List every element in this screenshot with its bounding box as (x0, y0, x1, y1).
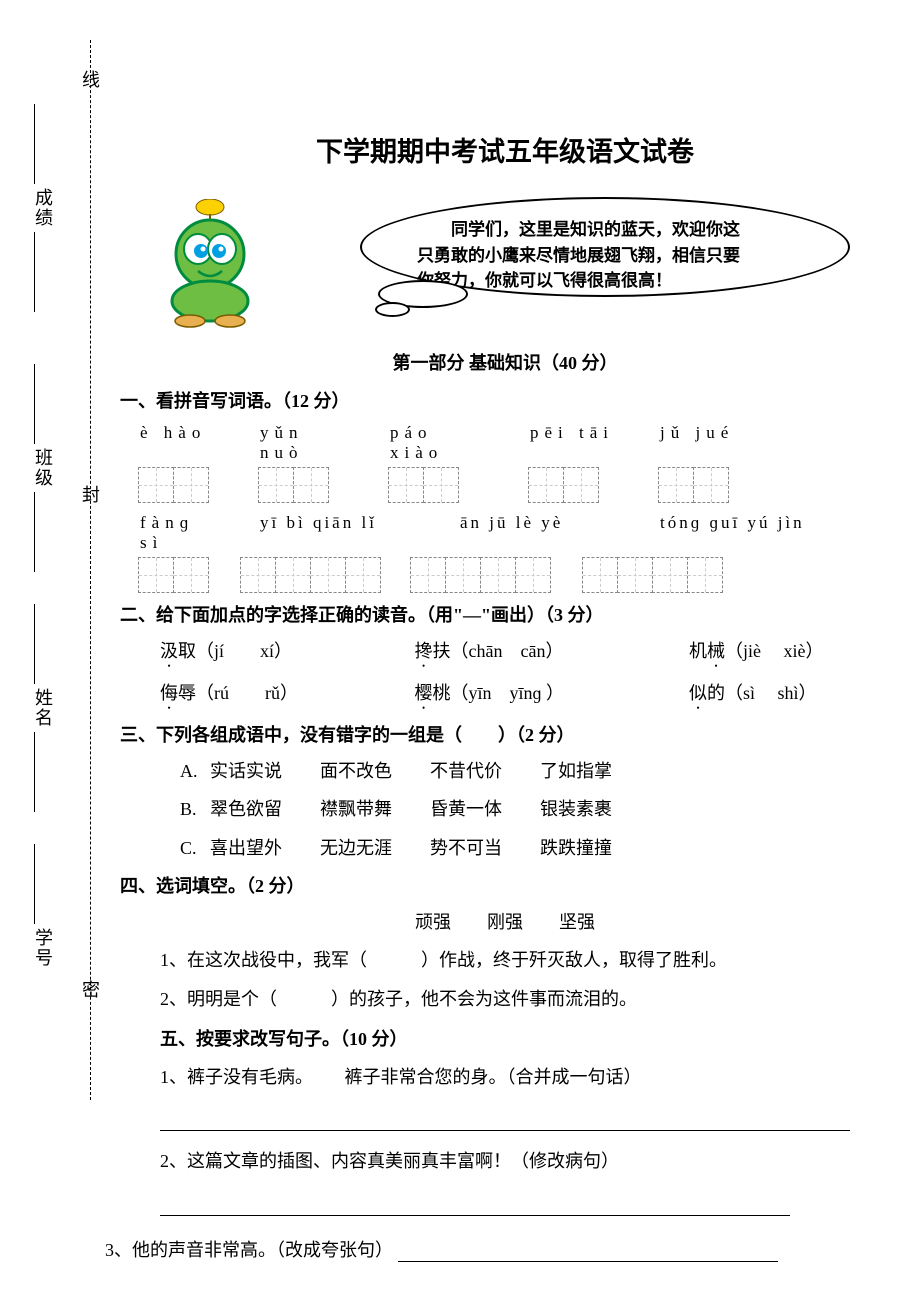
binding-column: 线 封 密 成绩 班级 姓名 学号 (20, 40, 90, 1100)
bubble-line1: 同学们，这里是知识的蓝天，欢迎你这 (417, 217, 808, 243)
pinyin-1-1: è hào (140, 423, 220, 463)
q4-words: 顽强 刚强 坚强 (120, 908, 890, 934)
q2-row1: 汲取（jí xí） 搀扶（chān cān） 机械（jiè xiè） (160, 635, 890, 671)
q3-c-3: 势不可当 (430, 832, 540, 864)
q1-box-row2 (138, 557, 890, 593)
boxes-2-4[interactable] (582, 557, 722, 593)
q5-heading: 五、按要求改写句子。（10 分） (160, 1025, 890, 1051)
q1-pinyin-row1: è hào yǔn nuò páo xiào pēi tāi jǔ jué (140, 423, 890, 463)
q5-s2-answer[interactable] (160, 1186, 790, 1216)
q5-s1-answer[interactable] (160, 1101, 850, 1131)
q4-s2: 2、明明是个（ ）的孩子，他不会为这件事而流泪的。 (160, 983, 890, 1015)
bubble-line3: 你努力，你就可以飞得很高很高！ (417, 268, 808, 294)
q6-text: 3、他的声音非常高。（改成夸张句） (105, 1240, 393, 1260)
boxes-2-1[interactable] (138, 557, 208, 593)
q3-a-1: 实话实说 (210, 755, 320, 787)
binding-dash-line (90, 40, 91, 1100)
q3-a-2: 面不改色 (320, 755, 430, 787)
q3-heading: 三、下列各组成语中，没有错字的一组是（ ）（2 分） (120, 721, 890, 747)
label-number: 学号 (33, 928, 53, 968)
bubble-line2: 只勇敢的小鹰来尽情地展翅飞翔，相信只要 (417, 243, 808, 269)
pinyin-1-5: jǔ jué (660, 423, 750, 463)
q2-heading: 二、给下面加点的字选择正确的读音。（用"—"画出）（3 分） (120, 601, 890, 627)
q1-pinyin-row2: fànɡ sì yī bì qiān lǐ ān jū lè yè tónɡ ɡ… (140, 513, 890, 553)
part-header: 第一部分 基础知识（40 分） (120, 349, 890, 375)
q2-r2c: 似的（sì shì） (689, 683, 817, 703)
boxes-1-1[interactable] (138, 467, 208, 503)
q3-a-label: A. (180, 755, 210, 787)
pinyin-2-4: tónɡ ɡuī yú jìn (660, 513, 830, 553)
q1-heading: 一、看拼音写词语。（12 分） (120, 387, 890, 413)
mascot-icon (150, 199, 280, 334)
pinyin-2-2: yī bì qiān lǐ (260, 513, 420, 553)
q2-r2a: 侮辱（rú rǔ） (160, 677, 370, 713)
exam-title: 下学期期中考试五年级语文试卷 (120, 130, 890, 169)
q3-b-4: 银装素裹 (540, 793, 650, 825)
pinyin-2-3: ān jū lè yè (460, 513, 620, 553)
marker-feng: 封 (77, 485, 103, 503)
q3-c-4: 跌跌撞撞 (540, 832, 650, 864)
q3-c-label: C. (180, 832, 210, 864)
marker-xian: 线 (77, 70, 103, 88)
label-class: 班级 (33, 448, 53, 488)
q2-r2b: 樱桃（yīn yīnɡ ） (415, 677, 645, 713)
q3-optB: B.翠色欲留襟飘带舞昏黄一体银装素裹 (180, 793, 890, 825)
q4-heading: 四、选词填空。（2 分） (120, 872, 890, 898)
pinyin-1-3: páo xiào (390, 423, 490, 463)
q3-c-1: 喜出望外 (210, 832, 320, 864)
q6-line: 3、他的声音非常高。（改成夸张句） (105, 1236, 890, 1262)
field-score: 成绩 (30, 100, 56, 316)
pinyin-1-4: pēi tāi (530, 423, 620, 463)
q2-r1c: 机械（jiè xiè） (689, 641, 823, 661)
q1-box-row1 (138, 467, 890, 503)
q3-c-2: 无边无涯 (320, 832, 430, 864)
q2-r1a: 汲取（jí xí） (160, 635, 370, 671)
label-score: 成绩 (33, 188, 53, 228)
pinyin-2-1: fànɡ sì (140, 513, 220, 553)
banner: 同学们，这里是知识的蓝天，欢迎你这 只勇敢的小鹰来尽情地展翅飞翔，相信只要 你努… (120, 199, 890, 339)
boxes-2-3[interactable] (410, 557, 550, 593)
q6-answer[interactable] (398, 1244, 778, 1262)
q3-b-2: 襟飘带舞 (320, 793, 430, 825)
marker-mi: 密 (77, 980, 103, 998)
field-class: 班级 (30, 360, 56, 576)
content-area: 下学期期中考试五年级语文试卷 同学们，这里是知识的蓝天，欢迎你这 (120, 130, 890, 1262)
q2-row2: 侮辱（rú rǔ） 樱桃（yīn yīnɡ ） 似的（sì shì） (160, 677, 890, 713)
label-name: 姓名 (33, 688, 53, 728)
q5-s1: 1、裤子没有毛病。 裤子非常合您的身。（合并成一句话） (160, 1061, 890, 1093)
bubble-tail-2 (375, 302, 410, 317)
boxes-1-2[interactable] (258, 467, 328, 503)
q3-optC: C.喜出望外无边无涯势不可当跌跌撞撞 (180, 832, 890, 864)
boxes-1-3[interactable] (388, 467, 458, 503)
pinyin-1-2: yǔn nuò (260, 423, 350, 463)
field-name: 姓名 (30, 600, 56, 816)
q3-b-label: B. (180, 793, 210, 825)
q3-a-3: 不昔代价 (430, 755, 540, 787)
q2-r1b: 搀扶（chān cān） (415, 635, 645, 671)
boxes-1-5[interactable] (658, 467, 728, 503)
q3-b-3: 昏黄一体 (430, 793, 540, 825)
q4-s1: 1、在这次战役中，我军（ ）作战，终于歼灭敌人，取得了胜利。 (160, 944, 890, 976)
q3-optA: A.实话实说面不改色不昔代价了如指掌 (180, 755, 890, 787)
q3-a-4: 了如指掌 (540, 755, 650, 787)
boxes-2-2[interactable] (240, 557, 380, 593)
q5-s2: 2、这篇文章的插图、内容真美丽真丰富啊！（修改病句） (160, 1145, 890, 1177)
q3-b-1: 翠色欲留 (210, 793, 320, 825)
boxes-1-4[interactable] (528, 467, 598, 503)
field-number: 学号 (30, 840, 56, 968)
